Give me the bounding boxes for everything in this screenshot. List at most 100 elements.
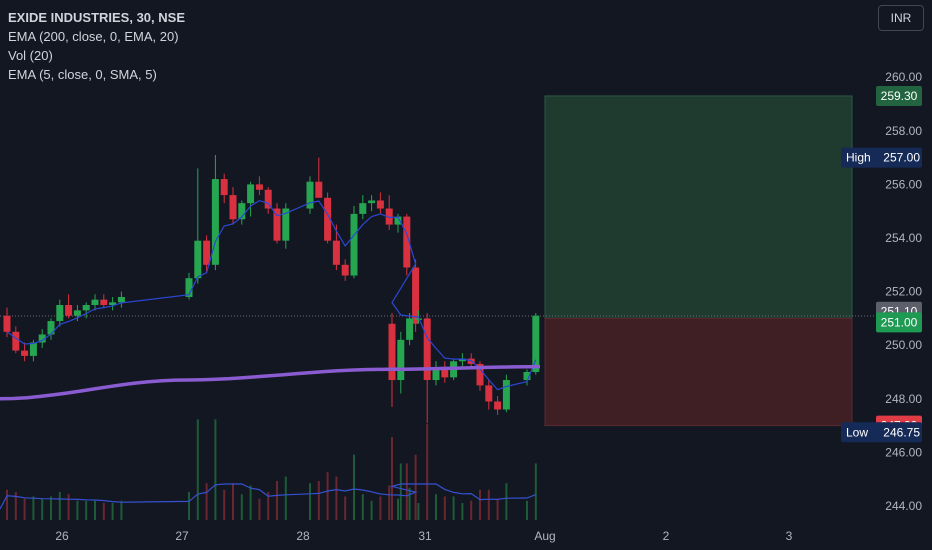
candle-down (476, 363, 484, 386)
price-tick-label: 256.00 (885, 177, 922, 191)
candle-up (109, 302, 117, 305)
price-tick-label: 246.00 (885, 445, 922, 459)
time-tick-label: 26 (55, 529, 69, 543)
candle-up (394, 216, 402, 225)
volume-bar (505, 483, 508, 520)
volume-bar (344, 496, 347, 520)
candle-up (350, 213, 358, 276)
volume-bar (196, 419, 199, 520)
time-tick-label: 2 (663, 529, 670, 543)
candle-down (403, 216, 411, 268)
candle-up (406, 318, 414, 340)
high-label-value: 257.00 (883, 151, 920, 165)
entry-price-label-bg (876, 312, 922, 333)
candle-up (359, 203, 367, 214)
candle-up (82, 305, 90, 311)
price-tick-label: 260.00 (885, 70, 922, 84)
volume-bar (470, 500, 473, 520)
high-label-caption: High (846, 151, 871, 165)
candle-down (65, 305, 73, 316)
low-label-caption: Low (846, 425, 868, 439)
high-label-bg (841, 147, 922, 168)
candle-down (3, 315, 11, 332)
ema200-indicator-label[interactable]: EMA (200, close, 0, EMA, 20) (8, 29, 179, 44)
candle-down (273, 208, 281, 241)
price-tick-label: 250.00 (885, 338, 922, 352)
volume-bar (14, 492, 17, 520)
volume-bar (85, 500, 88, 520)
candle-up (185, 278, 193, 297)
candle-down (388, 323, 396, 381)
position-zones (544, 95, 853, 427)
volume-bar (353, 454, 355, 520)
price-tick-label: 254.00 (885, 231, 922, 245)
ema5-indicator-label[interactable]: EMA (5, close, 0, SMA, 5) (8, 67, 157, 82)
candle-down (441, 369, 449, 378)
candle-up (211, 179, 219, 265)
candle-up (247, 184, 255, 204)
indicator-lines (0, 199, 541, 401)
volume-bar (443, 496, 446, 520)
volume-bar (309, 483, 311, 520)
profit-zone (544, 95, 853, 319)
currency-button[interactable]: INR (878, 5, 924, 31)
candle-down (485, 385, 493, 402)
target-price-label: 259.30 (881, 89, 918, 103)
candle-down (341, 264, 349, 276)
volume-bar (67, 494, 70, 520)
candle-up (414, 318, 422, 320)
candle-down (412, 267, 420, 324)
volume-bar (417, 503, 420, 520)
chart-legend: EXIDE INDUSTRIES, 30, NSE EMA (200, clos… (8, 8, 185, 84)
volume-bar (335, 476, 338, 520)
volume-bar (452, 496, 455, 520)
candle-up (523, 372, 531, 381)
volume-bar (370, 500, 373, 520)
candle-up (56, 305, 64, 322)
candle-down (332, 240, 340, 265)
price-tick-label: 248.00 (885, 392, 922, 406)
price-tick-label: 252.00 (885, 285, 922, 299)
time-tick-label: Aug (534, 529, 555, 543)
volume-bar (317, 481, 320, 520)
low-label-bg (841, 422, 922, 443)
candle-down (264, 189, 272, 209)
volume-bar (534, 463, 537, 520)
time-axis: 26 27 28 31 Aug 2 3 (55, 529, 792, 543)
volume-bar (258, 498, 261, 520)
candle-down (100, 299, 108, 305)
volume-bar (249, 485, 252, 520)
candle-up (29, 342, 37, 356)
loss-zone (544, 317, 853, 427)
volume-bar (214, 419, 217, 520)
volume-bar (50, 496, 52, 520)
candle-down (12, 331, 20, 351)
volume-bar (461, 503, 464, 520)
candle-up (238, 203, 246, 220)
volume-bar (426, 423, 429, 520)
price-tick-label: 258.00 (885, 124, 922, 138)
volume-bar (102, 503, 105, 520)
candle-down (494, 401, 502, 410)
time-tick-label: 28 (296, 529, 310, 543)
volume-bar (479, 489, 481, 520)
volume-bar (326, 472, 329, 520)
volume-bar (76, 500, 79, 520)
volume-bar (232, 483, 234, 520)
volume-bar (526, 500, 528, 520)
candle-down (220, 179, 228, 196)
volume-bar (487, 489, 490, 520)
price-labels: 259.30251.10251.00247.00High257.00Low246… (841, 85, 922, 443)
candle-up (117, 296, 125, 303)
candle-up (73, 310, 81, 316)
volume-indicator-label[interactable]: Vol (20) (8, 48, 53, 63)
volume-bar (361, 494, 364, 520)
volume-bar (32, 496, 35, 520)
volume-bar (23, 498, 26, 520)
volume-bar (205, 483, 208, 520)
candle-down (255, 184, 263, 190)
candle-down (385, 208, 393, 225)
volume-bar (58, 492, 61, 520)
candle-up (91, 299, 99, 305)
